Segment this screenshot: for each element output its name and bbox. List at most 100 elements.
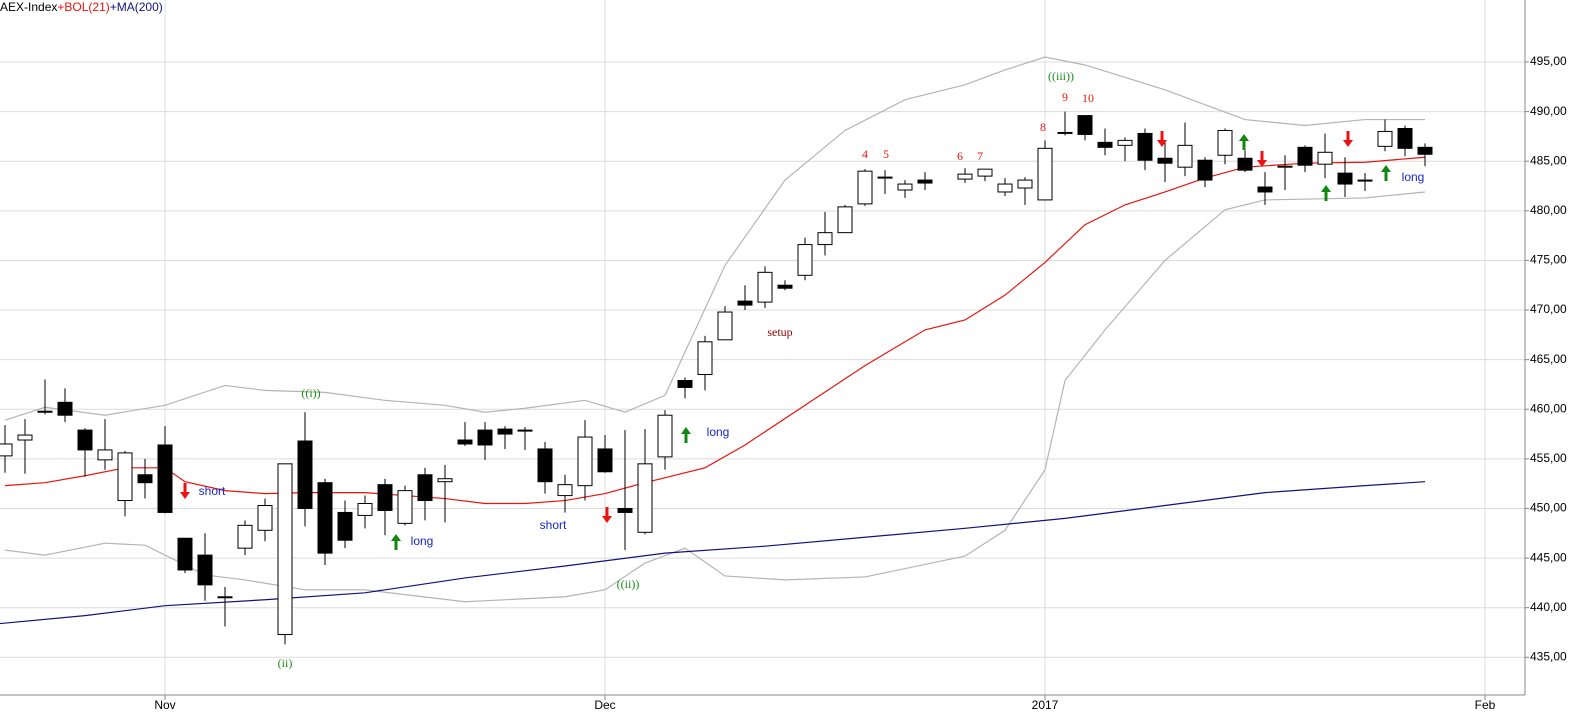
candles [0, 111, 1433, 645]
annotation: ((iii)) [1048, 69, 1074, 83]
candle-body [537, 448, 553, 483]
candle-body [1157, 157, 1173, 164]
chart-title: AEX-Index [0, 0, 57, 14]
candle-body [917, 179, 933, 184]
candle-body [1197, 159, 1213, 181]
indicator-line [0, 481, 1426, 625]
y-tick-label: 445,00 [1530, 550, 1567, 564]
candle-body [0, 443, 13, 457]
x-tick-label: Nov [154, 698, 175, 712]
y-tick-label: 460,00 [1530, 401, 1567, 415]
candle-body [697, 341, 713, 376]
candle-body [117, 452, 133, 502]
candle-body [1097, 141, 1113, 148]
candle-body [777, 284, 793, 289]
candle-body [1337, 172, 1353, 185]
candle-body [1297, 146, 1313, 166]
signal-arrow [391, 534, 401, 550]
annotation: setup [767, 325, 792, 339]
candle-body [897, 183, 913, 191]
legend: AEX-Index+BOL(21)+MA(200) [0, 0, 163, 14]
candle-body [57, 401, 73, 416]
candle-body [277, 463, 293, 635]
candle-body [677, 379, 693, 388]
candle-body [357, 503, 373, 516]
candle-body [17, 434, 33, 441]
candle-body [857, 170, 873, 205]
annotation: ((ii)) [617, 577, 640, 591]
annotation: ((i)) [301, 386, 320, 400]
indicator-line [4, 56, 1425, 421]
y-tick-label: 490,00 [1530, 104, 1567, 118]
candle-body [997, 183, 1013, 193]
candle-body [237, 524, 253, 549]
candle-body [1237, 157, 1253, 171]
candle-body [1317, 151, 1333, 165]
signal-arrow [1321, 185, 1331, 201]
indicator-line [4, 156, 1426, 505]
candle-body [517, 429, 533, 432]
y-tick-label: 485,00 [1530, 153, 1567, 167]
candle-body [177, 537, 193, 571]
candle-body [1137, 132, 1153, 161]
annotation: 10 [1082, 91, 1094, 105]
candle-body [137, 474, 153, 484]
candle-body [797, 244, 813, 276]
y-tick-label: 475,00 [1530, 253, 1567, 267]
y-tick-label: 440,00 [1530, 600, 1567, 614]
candle-body [577, 436, 593, 487]
signal-arrow [180, 483, 190, 499]
x-tick-label: Feb [1475, 698, 1496, 712]
signal-arrow [1257, 151, 1267, 167]
annotation: 5 [883, 147, 889, 161]
candle-body [617, 507, 633, 513]
signal-arrow [681, 427, 691, 443]
annotation: 6 [957, 149, 963, 163]
annotation: 9 [1062, 90, 1068, 104]
candle-body [1277, 165, 1293, 168]
candle-body [1037, 147, 1053, 201]
candle-body [397, 490, 413, 524]
annotation: long [1402, 170, 1425, 184]
x-tick-label: Dec [594, 698, 615, 712]
candle-body [757, 271, 773, 303]
annotation: long [707, 425, 730, 439]
annotation: 8 [1040, 120, 1046, 134]
signal-arrow [1239, 134, 1249, 150]
candle-body [157, 444, 173, 513]
candle-body [837, 206, 853, 234]
y-tick-label: 450,00 [1530, 501, 1567, 515]
y-tick-label: 435,00 [1530, 649, 1567, 663]
annotation: (ii) [278, 656, 293, 670]
candle-body [1017, 179, 1033, 189]
signal-arrow [1381, 165, 1391, 181]
candle-body [377, 484, 393, 511]
candle-body [977, 168, 993, 177]
y-tick-label: 465,00 [1530, 352, 1567, 366]
candle-body [97, 449, 113, 461]
annotation: short [540, 518, 567, 532]
signal-arrow [602, 507, 612, 523]
candle-body [1117, 139, 1133, 146]
candle-body [217, 596, 233, 599]
candle-body [1377, 130, 1393, 147]
candle-body [497, 428, 513, 435]
candle-body [1397, 127, 1413, 149]
x-tick-label: 2017 [1032, 698, 1059, 712]
candle-body [1057, 131, 1073, 134]
y-tick-label: 455,00 [1530, 451, 1567, 465]
y-tick-label: 480,00 [1530, 203, 1567, 217]
y-tick-label: 495,00 [1530, 54, 1567, 68]
candle-body [737, 300, 753, 306]
grid: 435,00 440,00 445,00 450,00 455,00 460,00 465,… [0, 0, 1567, 712]
candle-body [257, 504, 273, 531]
legend-entry: +BOL(21) [57, 0, 109, 14]
candle-body [657, 414, 673, 458]
candle-body [457, 439, 473, 445]
signal-arrow [1343, 131, 1353, 147]
signal-arrow [1157, 131, 1167, 147]
candle-body [197, 554, 213, 586]
candle-body [1257, 186, 1273, 193]
candle-body [597, 448, 613, 473]
